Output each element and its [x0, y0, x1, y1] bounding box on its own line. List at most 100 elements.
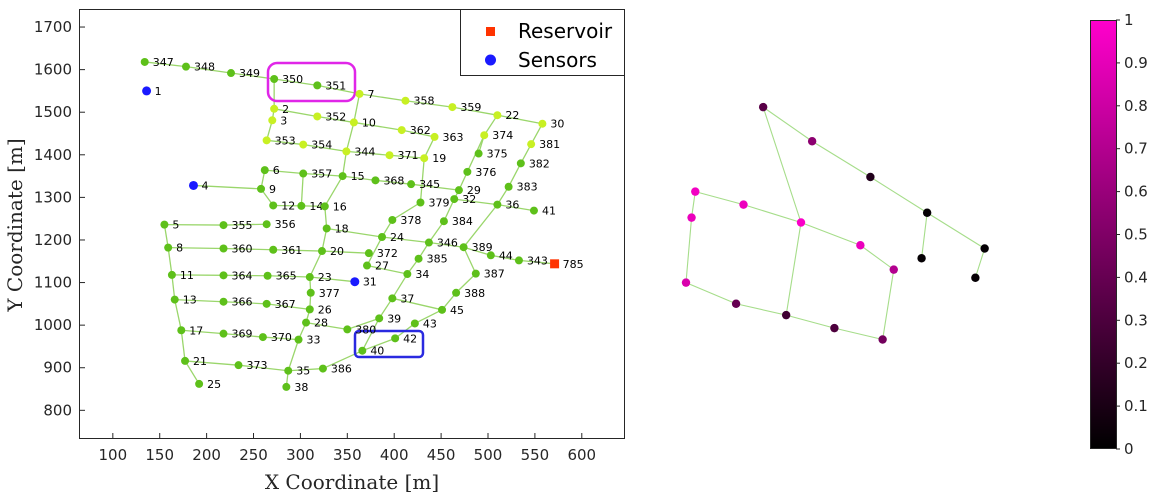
value-graph-node [691, 187, 700, 196]
node-marker [269, 201, 278, 210]
y-tick-label: 1300 [34, 188, 72, 206]
pipe-edge [223, 333, 263, 338]
value-graph-edge [926, 212, 985, 249]
pipe-edge [266, 139, 304, 146]
node-label: 27 [375, 260, 389, 273]
colorbar-tick-label: 0.4 [1124, 268, 1148, 286]
pipe-edge [353, 121, 402, 131]
node-label: 370 [271, 331, 292, 344]
pipe-edge [362, 337, 396, 352]
node-label: 42 [403, 332, 417, 345]
colorbar-tick-label: 0.6 [1124, 183, 1148, 201]
node-label: 25 [207, 378, 221, 391]
value-graph-edge [691, 191, 696, 218]
colorbar-ticks: 0 0.1 0.2 0.3 0.4 0.5 0.6 0.7 0.8 0.9 1 [1116, 11, 1148, 458]
pipe-edge [347, 317, 380, 331]
node-marker [430, 132, 439, 141]
x-ticks: 100 150 200 250 300 350 400 450 500 550 600 [99, 433, 596, 464]
pipe-edge [288, 367, 323, 372]
x-tick-label: 300 [286, 446, 315, 464]
highlight-box-blue [353, 329, 425, 359]
pipe-edge [401, 129, 435, 138]
value-graph-edge [786, 314, 835, 329]
pipe-edge [184, 360, 200, 385]
node-label: 28 [314, 317, 328, 330]
pipe-edge [490, 254, 520, 262]
node-marker [355, 89, 364, 98]
sensor-marker [188, 180, 198, 190]
node-marker [297, 201, 306, 210]
value-graph-node [971, 273, 980, 282]
node-label: 22 [505, 109, 519, 122]
node-label: 369 [232, 328, 253, 341]
x-tick-label: 250 [239, 446, 268, 464]
node-label: 18 [335, 222, 349, 235]
node-marker [258, 333, 267, 342]
node-label: 349 [239, 67, 260, 80]
value-graph-edge [735, 303, 787, 316]
legend-reservoir-label: Reservoir [518, 19, 613, 43]
node-label: 385 [427, 253, 448, 266]
node-label: 372 [377, 247, 398, 260]
node-marker [364, 249, 373, 258]
node-label: 362 [410, 124, 431, 137]
pipe-edge [341, 151, 348, 177]
node-marker [260, 166, 269, 175]
node-marker [407, 180, 416, 189]
pipe-edge [497, 203, 535, 212]
pipe-edge [324, 175, 344, 207]
highlight-boxes [266, 61, 425, 359]
node-marker [262, 299, 271, 308]
node-marker [388, 215, 397, 224]
node-marker [338, 172, 347, 181]
pipe-edge [391, 273, 408, 299]
node-label: 19 [432, 152, 446, 165]
pipe-edge [381, 236, 429, 244]
node-marker [385, 151, 394, 160]
node-label: 383 [517, 181, 538, 194]
node-label: 39 [387, 312, 401, 325]
node-label: 43 [423, 317, 437, 330]
node-marker [268, 116, 277, 125]
pipe-edge [345, 122, 355, 152]
node-label: 381 [539, 138, 560, 151]
value-graph-node [917, 254, 926, 263]
legend-sensors-marker [485, 54, 496, 66]
pipe-edge [266, 303, 310, 311]
node-marker [474, 149, 483, 158]
pipe-edge [287, 339, 300, 371]
pipe-edge [359, 93, 406, 102]
node-label: 384 [452, 215, 473, 228]
node-label: 344 [354, 145, 375, 158]
node-marker [480, 131, 489, 140]
y-tick-label: 1500 [34, 103, 72, 121]
x-tick-label: 550 [521, 446, 550, 464]
node-label: 361 [281, 244, 302, 257]
node-marker [294, 335, 303, 344]
node-label: 343 [527, 254, 548, 267]
node-marker [363, 261, 372, 270]
pipe-edge [346, 150, 390, 156]
pipe-edge [428, 241, 464, 248]
value-graph-node [830, 323, 839, 333]
node-label: 353 [275, 134, 296, 147]
node-marker [282, 382, 291, 391]
pipe-edge [264, 169, 304, 175]
node-marker [227, 69, 236, 78]
value-graph-node [781, 310, 791, 320]
value-graph-edge [870, 176, 928, 214]
pipe-edge [274, 78, 318, 87]
x-tick-label: 500 [474, 446, 503, 464]
value-graph-edge [762, 106, 802, 223]
node-label: 357 [311, 168, 332, 181]
node-label: 368 [383, 174, 404, 187]
node-label: 377 [319, 287, 340, 300]
value-graph-node [878, 335, 887, 344]
node-marker [262, 220, 271, 229]
node-marker [313, 81, 322, 90]
node-label: 367 [275, 298, 296, 311]
pipe-edge [411, 183, 460, 191]
node-label: 389 [472, 241, 493, 254]
node-label: 374 [492, 129, 513, 142]
y-tick-label: 1100 [34, 274, 72, 292]
